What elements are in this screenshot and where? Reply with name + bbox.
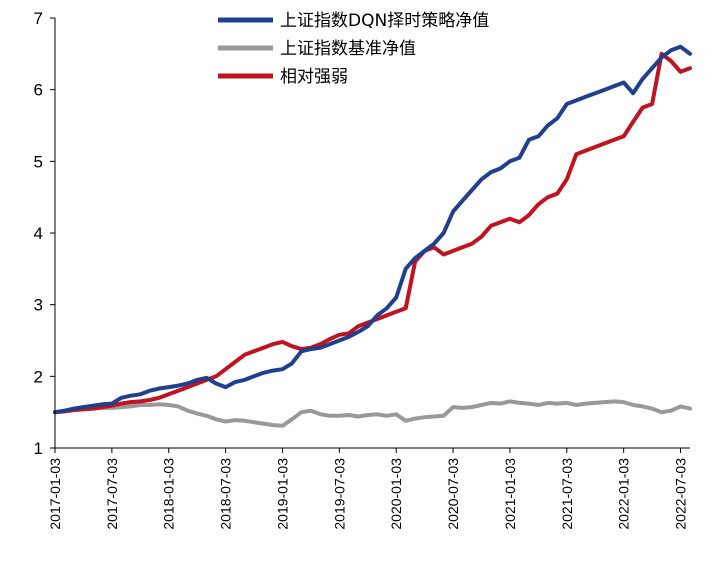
y-tick-label: 4 xyxy=(34,224,43,243)
x-tick-label: 2021-01-03 xyxy=(502,458,518,530)
series-line-2 xyxy=(53,51,692,415)
x-tick-label: 2018-01-03 xyxy=(161,458,177,530)
legend-label-0: 上证指数DQN择时策略净值 xyxy=(280,11,489,31)
y-tick-label: 1 xyxy=(34,439,43,458)
series-layer xyxy=(53,44,692,428)
legend-label-1: 上证指数基准净值 xyxy=(280,39,416,59)
legend-label-2: 相对强弱 xyxy=(280,67,348,87)
y-tick-label: 5 xyxy=(34,152,43,171)
y-tick-label: 6 xyxy=(34,81,43,100)
x-tick-label: 2017-01-03 xyxy=(47,458,63,530)
x-tick-label: 2022-07-03 xyxy=(673,458,689,530)
x-tick-label: 2019-01-03 xyxy=(274,458,290,530)
y-tick-label: 3 xyxy=(34,296,43,315)
x-tick-label: 2018-07-03 xyxy=(218,458,234,530)
axes-layer: 1 2 3 4 5 6 7 2017-01-03 2017-07-03 2018-01-03 201… xyxy=(34,9,690,530)
series-line-1 xyxy=(53,399,692,428)
x-tick-label: 2020-01-03 xyxy=(388,458,404,530)
x-tick-label: 2019-07-03 xyxy=(331,458,347,530)
x-tick-label: 2017-07-03 xyxy=(104,458,120,530)
x-tick-label: 2022-01-03 xyxy=(616,458,632,530)
series-line-0 xyxy=(53,44,692,415)
x-tick-label: 2020-07-03 xyxy=(445,458,461,530)
y-tick-label: 2 xyxy=(34,367,43,386)
y-tick-label: 7 xyxy=(34,9,43,28)
x-tick-label: 2021-07-03 xyxy=(559,458,575,530)
